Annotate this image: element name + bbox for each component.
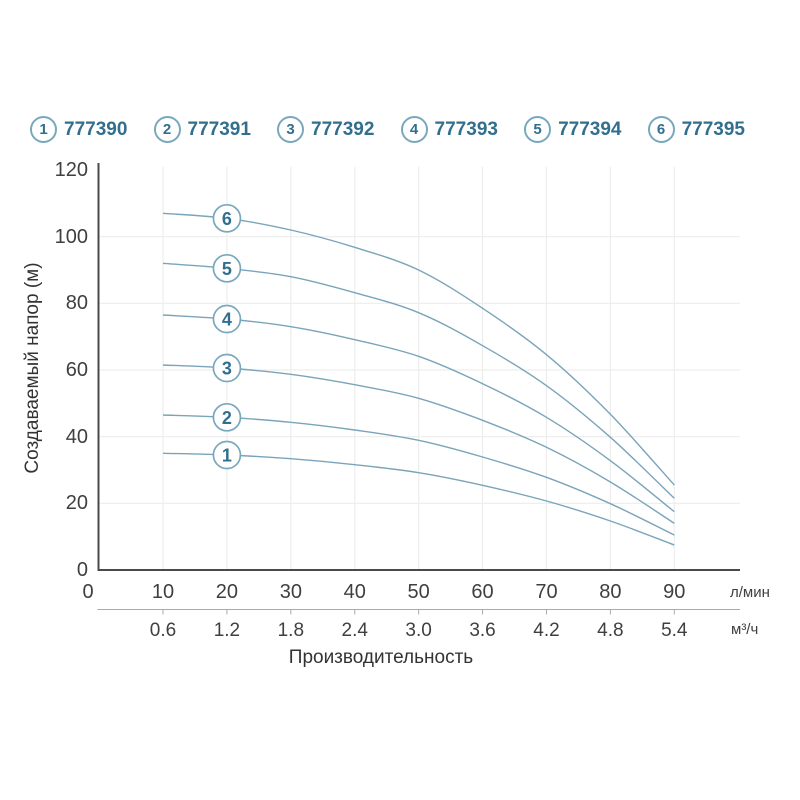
x-secondary-tick-label: 4.2 (533, 620, 560, 641)
curve-label-number-1: 1 (222, 446, 232, 466)
legend-item-number: 6 (647, 116, 675, 143)
legend-item-code: 777392 (311, 118, 375, 140)
pump-curve-1 (162, 452, 675, 546)
legend-item-number: 1 (30, 116, 57, 143)
pump-curve-4 (162, 314, 675, 513)
x-primary-tick-label: 50 (407, 581, 430, 603)
legend-item-777391: 2 777391 (153, 116, 251, 143)
x-primary-tick-label: 70 (535, 581, 558, 603)
pump-curve-3 (162, 364, 675, 524)
x-axis-title: Производительность (288, 647, 474, 668)
curve-label-circle-4 (212, 304, 242, 334)
legend-item-777390: 1 777390 (30, 116, 127, 143)
legend-item-code: 777395 (681, 118, 745, 140)
curve-label-circle-5 (212, 253, 242, 283)
y-tick-label: 40 (65, 425, 88, 448)
pump-curve-2 (162, 414, 675, 536)
x-primary-tick-label: 30 (279, 581, 302, 603)
pump-curve-6 (162, 212, 675, 486)
x-secondary-tick-label: 1.8 (277, 620, 305, 641)
curve-label-circle-3 (212, 353, 242, 383)
curve-label-circle-1 (212, 440, 242, 470)
curve-label-number-5: 5 (222, 259, 232, 279)
curve-label-number-3: 3 (222, 359, 232, 379)
legend-item-number: 2 (153, 116, 181, 143)
curve-label-circle-6 (212, 203, 242, 233)
legend-item-number: 3 (277, 116, 305, 143)
legend-item-777394: 5 777394 (524, 116, 621, 143)
legend-item-code: 777391 (187, 118, 251, 140)
x-secondary-tick-label: 3.0 (405, 620, 432, 641)
x-secondary-tick-label: 1.2 (213, 620, 241, 641)
legend-item-code: 777390 (64, 118, 128, 140)
x-primary-tick-label: 20 (215, 581, 239, 603)
legend-item-number: 4 (400, 116, 428, 143)
y-tick-label: 0 (76, 559, 88, 581)
pump-curve-5 (162, 262, 675, 499)
x-primary-tick-label: 0 (82, 581, 94, 603)
x-primary-tick-label: 90 (663, 581, 686, 603)
x-secondary-tick-label: 3.6 (469, 620, 496, 641)
legend-item-777393: 4 777393 (400, 116, 498, 143)
legend-item-code: 777394 (558, 118, 622, 140)
x-secondary-tick-label: 5.4 (661, 620, 688, 641)
x-primary-tick-label: 10 (151, 581, 175, 603)
x-primary-tick-label: 80 (599, 581, 622, 603)
x-secondary-tick-label: 0.6 (149, 620, 177, 641)
y-tick-label: 100 (54, 225, 88, 248)
legend: 1 777390 2 777391 3 777392 4 777393 5 777394 6 7773… (30, 116, 745, 143)
x-secondary-tick-label: 2.4 (341, 620, 368, 641)
legend-item-777395: 6 777395 (647, 116, 745, 143)
curve-label-number-6: 6 (222, 209, 232, 229)
legend-item-code: 777393 (434, 118, 498, 140)
y-tick-label: 120 (54, 159, 88, 181)
curve-label-number-2: 2 (222, 408, 232, 428)
y-tick-label: 20 (65, 492, 88, 515)
curve-label-circle-2 (212, 402, 242, 432)
legend-item-777392: 3 777392 (277, 116, 374, 143)
x-primary-tick-label: 40 (343, 581, 366, 603)
y-tick-label: 80 (65, 292, 88, 315)
curve-label-number-4: 4 (222, 310, 232, 330)
x-axis-primary-unit: л/мин (730, 584, 770, 601)
x-axis-secondary-unit: м³/ч (731, 621, 759, 638)
y-tick-label: 60 (65, 359, 88, 381)
legend-item-number: 5 (524, 116, 552, 143)
x-primary-tick-label: 60 (471, 581, 494, 603)
x-secondary-tick-label: 4.8 (597, 620, 624, 641)
